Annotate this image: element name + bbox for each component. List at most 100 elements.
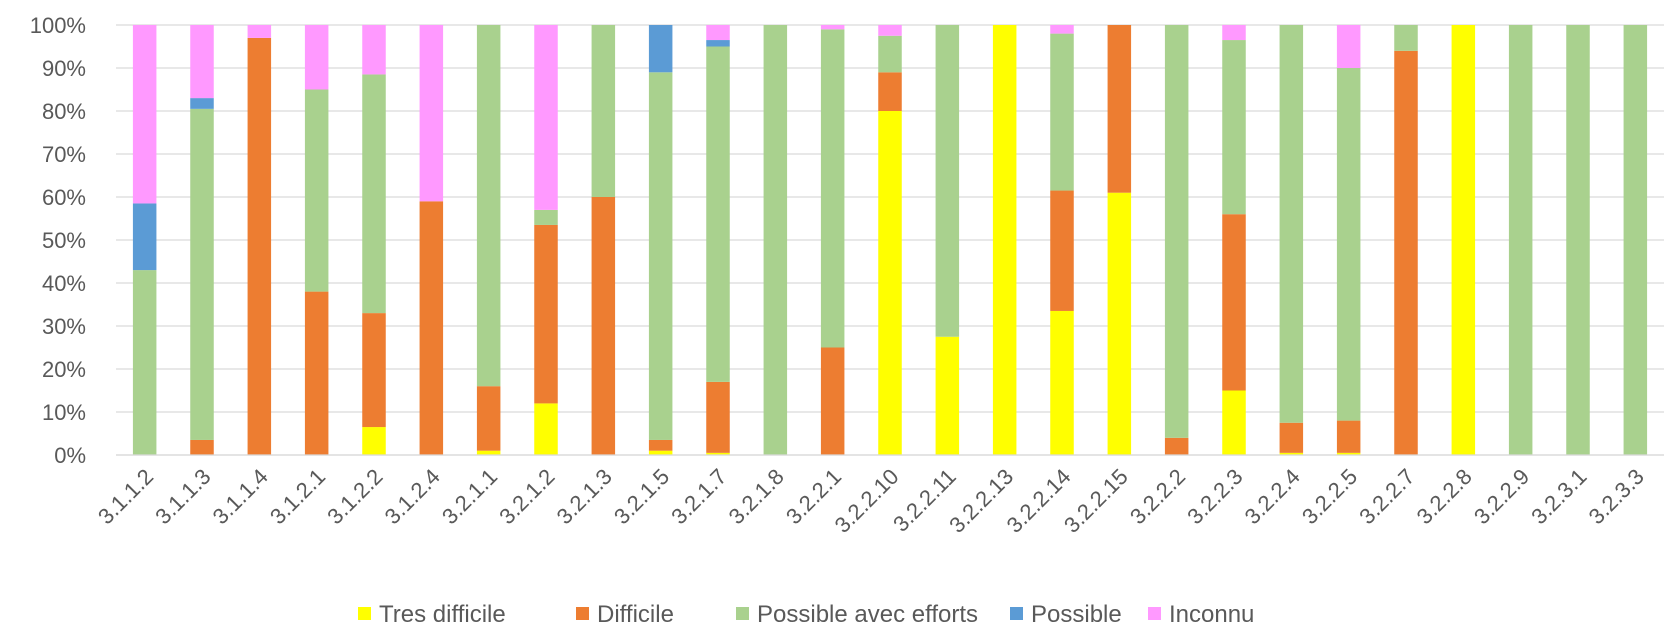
bar-stack (1279, 25, 1304, 455)
category-label: 3.2.1.8 (724, 464, 789, 529)
bar-segment (935, 25, 960, 337)
bar-segment (878, 111, 902, 455)
category-label: 3.2.3.1 (1526, 464, 1591, 529)
bar-segment (1050, 25, 1074, 34)
bar-segment (763, 25, 788, 455)
bar-segment (1050, 310, 1074, 455)
category-label: 3.2.1.3 (552, 464, 617, 529)
bar-stack (1508, 25, 1533, 455)
bar-segment (648, 25, 673, 73)
bar-segment (534, 403, 558, 455)
bar-segment (1336, 68, 1361, 421)
category-label: 3.2.2.9 (1469, 464, 1534, 529)
bar-stack (648, 25, 673, 455)
y-tick-label: 80% (42, 99, 86, 124)
bar-segment (419, 25, 444, 202)
bar-segment (190, 25, 214, 99)
y-tick-label: 30% (42, 314, 86, 339)
legend-label: Inconnu (1169, 601, 1254, 628)
bar-segment (648, 439, 673, 451)
bar-stack (706, 25, 730, 455)
category-label: 3.2.2.7 (1354, 464, 1419, 529)
category-label: 3.2.3.3 (1584, 464, 1649, 529)
bar-segment (304, 291, 329, 455)
bar-segment (476, 25, 501, 387)
bar-stack (247, 25, 272, 456)
y-tick-label: 60% (42, 185, 86, 210)
bar-segment (706, 40, 730, 47)
bar-segment (1336, 452, 1361, 455)
bar-segment (304, 25, 329, 90)
bar-segment (247, 25, 272, 38)
bar-segment (1279, 25, 1304, 423)
bar-stack (1164, 25, 1189, 455)
bar-segment (820, 25, 845, 30)
bar-segment (648, 450, 673, 455)
bar-segment (534, 25, 558, 210)
category-label: 3.2.1.2 (494, 464, 559, 529)
bar-stack (1222, 25, 1246, 455)
bar-segment (1279, 422, 1304, 453)
bar-stack (1107, 25, 1132, 455)
bar-segment (935, 336, 960, 455)
bar-segment (1279, 452, 1304, 455)
category-label: 3.2.2.8 (1412, 464, 1477, 529)
bar-segment (706, 25, 730, 41)
bar-segment (706, 381, 730, 453)
legend: Tres difficile Difficile Possible avec eff… (358, 601, 1254, 628)
bar-segment (1336, 25, 1361, 68)
category-label: 3.2.2.3 (1182, 464, 1247, 529)
y-tick-label: 10% (42, 400, 86, 425)
bar-segment (992, 25, 1017, 455)
bar-segment (247, 37, 272, 456)
category-label: 3.1.2.1 (265, 464, 330, 529)
category-label: 3.2.2.2 (1125, 464, 1190, 529)
bar-stack (419, 25, 444, 455)
bar-segment (878, 72, 902, 111)
bar-segment (1394, 25, 1418, 51)
category-label: 3.1.2.4 (380, 464, 445, 529)
y-tick-label: 90% (42, 56, 86, 81)
bar-segment (1107, 25, 1132, 193)
legend-label: Tres difficile (379, 601, 506, 628)
bar-segment (190, 108, 214, 440)
bar-stack (591, 25, 616, 455)
category-label: 3.2.2.15 (1059, 464, 1133, 538)
legend-swatch (1010, 607, 1023, 620)
bar-stack (1050, 25, 1074, 455)
y-tick-label: 70% (42, 142, 86, 167)
legend-label: Possible (1031, 601, 1122, 628)
category-label: 3.1.1.2 (93, 464, 158, 529)
bar-stack (476, 25, 501, 455)
bar-segment (132, 270, 157, 455)
bar-segment (706, 452, 730, 455)
legend-swatch (736, 607, 749, 620)
bar-segment (648, 72, 673, 440)
bar-stack (304, 25, 329, 455)
bar-segment (1222, 390, 1246, 455)
category-label: 3.1.1.3 (150, 464, 215, 529)
bar-stack (1451, 25, 1476, 455)
bar-segment (304, 89, 329, 292)
bar-segment (1222, 40, 1246, 215)
bar-segment (362, 74, 386, 314)
category-label: 3.2.2.4 (1240, 464, 1305, 529)
category-label: 3.2.1.7 (666, 464, 731, 529)
bar-stack (992, 25, 1017, 455)
bar-segment (362, 427, 386, 455)
bar-stack (1566, 25, 1590, 455)
category-label: 3.1.2.2 (322, 464, 387, 529)
bar-segment (362, 313, 386, 428)
y-tick-label: 20% (42, 357, 86, 382)
bar-stack (132, 25, 157, 455)
bar-segment (591, 197, 616, 455)
y-tick-label: 0% (54, 443, 86, 468)
bar-segment (1566, 25, 1590, 455)
bar-segment (534, 224, 558, 404)
bar-segment (476, 450, 501, 455)
bar-segment (190, 98, 214, 109)
category-label: 3.2.2.5 (1297, 464, 1362, 529)
legend-swatch (576, 607, 589, 620)
bar-segment (1508, 25, 1533, 455)
